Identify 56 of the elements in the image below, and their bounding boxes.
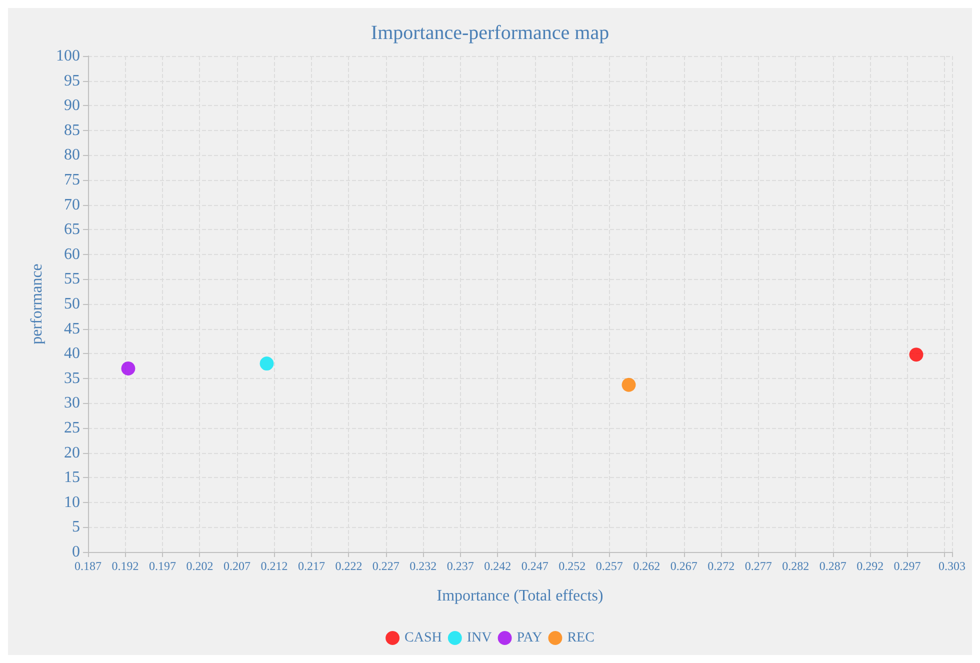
x-tick-label: 0.222 <box>335 559 362 573</box>
y-tick-label: 5 <box>72 518 80 536</box>
x-tick-label: 0.267 <box>670 559 698 573</box>
chart-title: Importance-performance map <box>370 22 610 44</box>
legend-label: CASH <box>404 630 442 646</box>
x-tick-label: 0.303 <box>938 559 966 573</box>
x-tick-label: 0.272 <box>708 559 735 573</box>
x-tick-label: 0.262 <box>633 559 660 573</box>
x-tick-label: 0.287 <box>819 559 846 573</box>
x-tick-label: 0.277 <box>744 559 772 573</box>
y-tick-label: 25 <box>64 420 80 436</box>
y-tick-label: 85 <box>64 122 80 139</box>
y-tick-label: 70 <box>64 196 80 214</box>
y-axis-title: performance <box>28 264 46 344</box>
x-tick-label: 0.187 <box>74 559 102 573</box>
x-tick-label: 0.297 <box>894 559 921 573</box>
x-tick-label: 0.282 <box>782 559 810 573</box>
y-tick-label: 0 <box>72 544 80 560</box>
legend-label: PAY <box>516 630 542 646</box>
point <box>909 348 924 362</box>
x-tick-label: 0.212 <box>260 559 288 573</box>
x-tick-label: 0.227 <box>372 559 400 573</box>
point <box>622 378 636 392</box>
x-tick-label: 0.237 <box>446 559 474 573</box>
y-tick-label: 65 <box>64 221 80 238</box>
point <box>121 361 136 376</box>
x-tick-label: 0.232 <box>410 559 437 573</box>
x-tick-label: 0.292 <box>856 559 884 573</box>
x-tick-label: 0.207 <box>223 559 250 573</box>
x-tick-label: 0.217 <box>298 559 325 573</box>
y-tick-label: 30 <box>64 394 80 412</box>
x-tick-label: 0.247 <box>521 559 548 573</box>
legend-label: INV <box>466 630 492 646</box>
x-tick-label: 0.197 <box>148 559 176 573</box>
x-tick-label: 0.257 <box>596 559 623 573</box>
y-tick-label: 50 <box>64 296 80 312</box>
y-tick-label: 15 <box>64 469 80 486</box>
y-tick-label: 90 <box>64 97 80 114</box>
y-tick-label: 20 <box>64 444 80 462</box>
x-axis-title: Importance (Total effects) <box>436 588 604 604</box>
legend-label: REC <box>567 630 594 646</box>
y-tick-label: 75 <box>64 172 80 188</box>
x-tick-label: 0.242 <box>484 559 512 573</box>
x-tick-label: 0.202 <box>186 559 214 573</box>
x-tick-label: 0.252 <box>558 559 586 573</box>
y-tick-label: 10 <box>64 494 80 511</box>
y-tick-label: 95 <box>64 72 80 90</box>
y-tick-label: 45 <box>64 320 80 338</box>
y-tick-label: 40 <box>64 345 80 362</box>
point <box>260 356 274 371</box>
y-tick-label: 35 <box>64 370 80 387</box>
y-tick-label: 55 <box>64 270 80 288</box>
y-tick-label: 80 <box>64 146 80 164</box>
y-tick-label: 100 <box>56 48 80 64</box>
x-tick-label: 0.192 <box>112 559 139 573</box>
y-tick-label: 60 <box>64 246 80 263</box>
